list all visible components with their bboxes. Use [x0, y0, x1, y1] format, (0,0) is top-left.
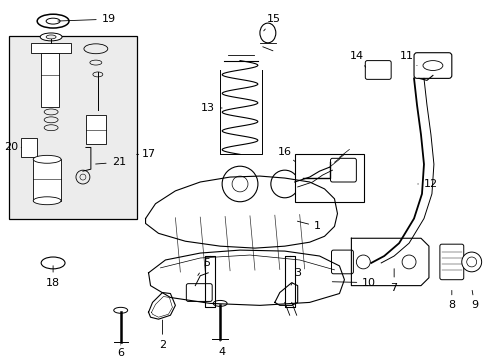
Text: 12: 12 [417, 179, 437, 189]
Text: 2: 2 [159, 320, 166, 350]
Text: 19: 19 [58, 14, 116, 24]
Ellipse shape [33, 156, 61, 163]
Text: 15: 15 [263, 14, 280, 31]
Text: 3: 3 [290, 268, 301, 285]
Text: 8: 8 [447, 291, 454, 310]
Text: 16: 16 [277, 147, 294, 161]
Circle shape [270, 170, 298, 198]
Text: 10: 10 [332, 278, 376, 288]
Bar [33, 159, 61, 201]
Circle shape [461, 252, 481, 272]
Text: 20: 20 [4, 143, 21, 152]
Ellipse shape [213, 301, 226, 306]
Bar [41, 53, 59, 107]
Text: 17: 17 [136, 149, 155, 159]
Ellipse shape [260, 23, 275, 43]
FancyBboxPatch shape [186, 284, 212, 301]
Bar [31, 43, 71, 53]
Text: 5: 5 [198, 258, 209, 275]
Ellipse shape [37, 14, 69, 28]
Bar [86, 115, 105, 144]
Ellipse shape [40, 33, 62, 41]
Ellipse shape [422, 60, 442, 71]
FancyBboxPatch shape [365, 60, 390, 79]
Text: 21: 21 [96, 157, 125, 167]
Ellipse shape [46, 35, 56, 39]
Bar [294, 154, 364, 202]
Ellipse shape [33, 197, 61, 205]
Circle shape [232, 176, 247, 192]
Text: 7: 7 [390, 269, 397, 293]
Text: 14: 14 [349, 51, 365, 67]
Text: 6: 6 [117, 345, 124, 358]
Bar [9, 36, 136, 219]
Circle shape [466, 257, 476, 267]
Text: 1: 1 [297, 221, 321, 231]
FancyBboxPatch shape [439, 244, 463, 280]
Text: 18: 18 [46, 266, 60, 288]
Text: 13: 13 [201, 103, 222, 113]
FancyBboxPatch shape [331, 250, 353, 274]
Text: 4: 4 [218, 341, 225, 357]
Text: 11: 11 [399, 51, 416, 66]
FancyBboxPatch shape [330, 158, 356, 182]
Ellipse shape [114, 307, 127, 313]
Text: 9: 9 [470, 291, 477, 310]
Circle shape [222, 166, 257, 202]
FancyBboxPatch shape [413, 53, 451, 78]
Bar [21, 138, 37, 157]
Ellipse shape [41, 257, 65, 269]
Ellipse shape [46, 18, 60, 24]
